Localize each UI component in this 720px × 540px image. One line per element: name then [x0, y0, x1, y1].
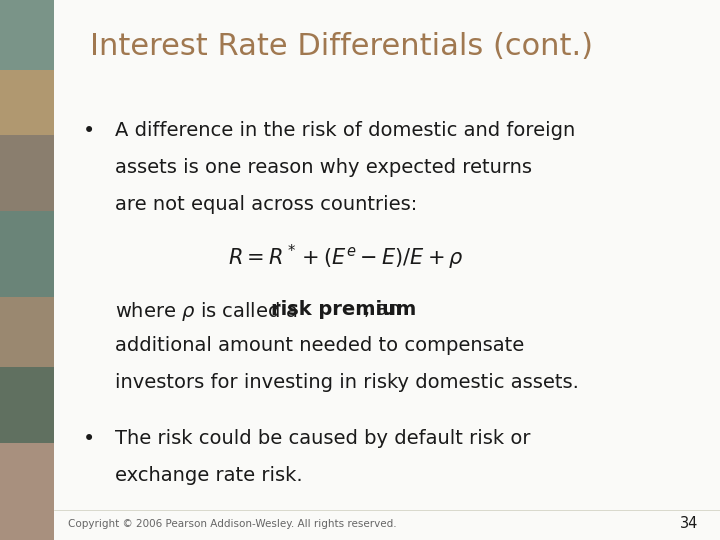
Text: investors for investing in risky domestic assets.: investors for investing in risky domesti… — [115, 373, 579, 392]
Text: additional amount needed to compensate: additional amount needed to compensate — [115, 336, 524, 355]
Text: , an: , an — [364, 300, 400, 319]
Bar — [0, 297, 54, 367]
Bar — [0, 135, 54, 211]
Bar — [0, 367, 54, 443]
Text: •: • — [83, 429, 95, 449]
Text: assets is one reason why expected returns: assets is one reason why expected return… — [115, 158, 532, 177]
Text: The risk could be caused by default risk or: The risk could be caused by default risk… — [115, 429, 531, 448]
Text: where $\rho$ is called a: where $\rho$ is called a — [115, 300, 300, 323]
Text: Copyright © 2006 Pearson Addison-Wesley. All rights reserved.: Copyright © 2006 Pearson Addison-Wesley.… — [68, 519, 397, 529]
Bar — [0, 70, 54, 135]
Text: A difference in the risk of domestic and foreign: A difference in the risk of domestic and… — [115, 122, 575, 140]
Text: exchange rate risk.: exchange rate risk. — [115, 466, 303, 485]
Text: $R = R^*+(E^e -E)/E + \rho$: $R = R^*+(E^e -E)/E + \rho$ — [228, 243, 464, 272]
Text: Interest Rate Differentials (cont.): Interest Rate Differentials (cont.) — [90, 32, 593, 62]
Bar — [0, 211, 54, 297]
Text: 34: 34 — [680, 516, 698, 531]
Text: •: • — [83, 122, 95, 141]
Text: risk premium: risk premium — [271, 300, 416, 319]
Bar — [0, 443, 54, 540]
Text: are not equal across countries:: are not equal across countries: — [115, 195, 418, 214]
Bar — [0, 0, 54, 70]
